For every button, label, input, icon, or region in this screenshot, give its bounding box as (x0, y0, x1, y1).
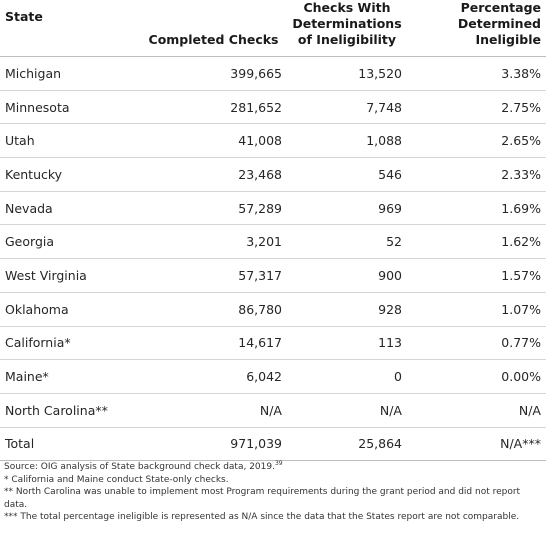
cell-completed: 23,468 (140, 157, 287, 192)
cell-completed: 86,780 (140, 292, 287, 327)
cell-percentage: 1.69% (407, 191, 546, 226)
table-row: Maine* 6,042 0 0.00% (0, 359, 546, 394)
source-note: Source: OIG analysis of State background… (4, 461, 524, 474)
cell-state: California* (0, 326, 140, 361)
cell-ineligible: 0 (287, 359, 407, 394)
background-checks-table: State Completed Checks Checks With Deter… (0, 0, 546, 461)
header-ineligibility-checks: Checks With Determinations of Ineligibil… (292, 0, 402, 47)
cell-completed: 57,289 (140, 191, 287, 226)
cell-state: Maine* (0, 359, 140, 394)
total-ineligible: 25,864 (287, 426, 407, 461)
table-row: California* 14,617 113 0.77% (0, 326, 546, 361)
cell-percentage: 1.07% (407, 292, 546, 327)
header-state: State (5, 9, 43, 24)
table-notes: Source: OIG analysis of State background… (4, 461, 524, 524)
cell-percentage: 0.00% (407, 359, 546, 394)
cell-completed: 399,665 (140, 56, 287, 91)
cell-state: Michigan (0, 56, 140, 91)
cell-state: Minnesota (0, 90, 140, 125)
cell-completed: 6,042 (140, 359, 287, 394)
cell-ineligible: 1,088 (287, 123, 407, 159)
table-row: Oklahoma 86,780 928 1.07% (0, 292, 546, 327)
cell-completed: 41,008 (140, 123, 287, 159)
cell-state: Oklahoma (0, 292, 140, 327)
source-footnote-ref: 39 (274, 460, 283, 467)
cell-ineligible: 13,520 (287, 56, 407, 91)
footnote-single-asterisk: * California and Maine conduct State-onl… (4, 474, 229, 485)
total-percentage: N/A*** (407, 426, 546, 461)
cell-percentage: 2.33% (407, 157, 546, 192)
cell-state: Utah (0, 123, 140, 159)
table-row: Kentucky 23,468 546 2.33% (0, 157, 546, 192)
cell-completed: 3,201 (140, 224, 287, 260)
cell-ineligible: 969 (287, 191, 407, 226)
cell-ineligible: 7,748 (287, 90, 407, 125)
cell-completed: 281,652 (140, 90, 287, 125)
table-total-row: Total 971,039 25,864 N/A*** (0, 426, 546, 461)
cell-percentage: 3.38% (407, 56, 546, 91)
cell-percentage: 2.65% (407, 123, 546, 159)
table-row: Minnesota 281,652 7,748 2.75% (0, 90, 546, 125)
header-completed-checks: Completed Checks (148, 32, 279, 47)
cell-percentage: 1.62% (407, 224, 546, 260)
header-percentage-ineligible: Percentage Determined Ineligible (457, 0, 541, 47)
cell-ineligible: N/A (287, 393, 407, 428)
cell-state: Nevada (0, 191, 140, 226)
cell-state: Georgia (0, 224, 140, 260)
table-header-row: State Completed Checks Checks With Deter… (0, 0, 546, 57)
total-completed: 971,039 (140, 426, 287, 461)
table-row: North Carolina** N/A N/A N/A (0, 393, 546, 428)
cell-ineligible: 546 (287, 157, 407, 192)
table-row: Michigan 399,665 13,520 3.38% (0, 56, 546, 91)
cell-state: West Virginia (0, 258, 140, 293)
total-label: Total (0, 426, 140, 461)
table-row: West Virginia 57,317 900 1.57% (0, 258, 546, 293)
cell-percentage: 2.75% (407, 90, 546, 125)
cell-percentage: N/A (407, 393, 546, 428)
footnote-triple-asterisk: *** The total percentage ineligible is r… (4, 512, 520, 523)
cell-ineligible: 113 (287, 326, 407, 361)
table-row: Georgia 3,201 52 1.62% (0, 224, 546, 260)
table-body: Michigan 399,665 13,520 3.38% Minnesota … (0, 56, 546, 461)
cell-state: North Carolina** (0, 393, 140, 428)
table-row: Nevada 57,289 969 1.69% (0, 191, 546, 226)
cell-percentage: 1.57% (407, 258, 546, 293)
source-text: Source: OIG analysis of State background… (4, 462, 275, 472)
cell-completed: N/A (140, 393, 287, 428)
cell-completed: 57,317 (140, 258, 287, 293)
table-row: Utah 41,008 1,088 2.65% (0, 123, 546, 159)
footnote-double-asterisk: ** North Carolina was unable to implemen… (4, 487, 521, 510)
cell-ineligible: 900 (287, 258, 407, 293)
cell-ineligible: 928 (287, 292, 407, 327)
cell-completed: 14,617 (140, 326, 287, 361)
cell-percentage: 0.77% (407, 326, 546, 361)
cell-state: Kentucky (0, 157, 140, 192)
cell-ineligible: 52 (287, 224, 407, 260)
